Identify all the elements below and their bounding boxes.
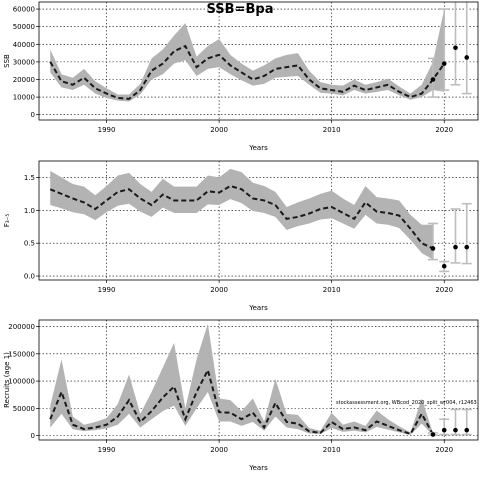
forecast-point	[441, 61, 447, 66]
x-tick-label: 2020	[435, 446, 453, 454]
panel-ssb: 1990 2000 2010 2020 0 10000 20000 30000 40000 500…	[3, 1, 479, 152]
plot-frame	[38, 160, 479, 281]
y-tick-label: 0.5	[24, 240, 35, 248]
panel-recruitment: 1990 2000 2010 2020 0 50000 100000 150000 200000…	[3, 319, 479, 472]
median-line	[49, 367, 434, 436]
y-tick-label: 100000	[8, 378, 35, 386]
x-tick-label: 2010	[323, 446, 341, 454]
forecast-point	[464, 244, 470, 250]
forecast-point	[464, 427, 470, 433]
forecast-point	[430, 77, 436, 82]
x-tick-label: 1990	[98, 126, 116, 134]
panel-fishing-mortality: 1990 2000 2010 2020 0.0 0.5 1.0 1.5 Years F₃₋₅	[3, 160, 479, 312]
x-axis-title: Years	[248, 464, 268, 472]
x-tick-label: 2020	[435, 126, 453, 134]
y-tick-label: 10000	[13, 94, 35, 102]
confidence-band	[50, 323, 433, 436]
y-tick-label: 50000	[13, 23, 35, 31]
y-tick-label: 20000	[13, 76, 35, 84]
plot-frame	[38, 1, 479, 121]
plot-frame	[38, 319, 479, 441]
x-axis-title: Years	[248, 144, 268, 152]
y-tick-label: 150000	[8, 350, 35, 358]
x-tick-label: 2020	[435, 286, 453, 294]
forecast-point	[441, 263, 447, 269]
x-tick-label: 2010	[323, 126, 341, 134]
forecast-point	[453, 244, 458, 250]
y-axis-title: F₃₋₅	[3, 214, 11, 228]
y-tick-label: 0	[31, 111, 35, 119]
y-tick-label: 200000	[8, 323, 35, 331]
confidence-band	[50, 168, 433, 260]
y-axis-title: Recruits (age 1)	[3, 352, 11, 408]
y-tick-label: 0.0	[24, 273, 35, 281]
y-tick-label: 0	[31, 432, 35, 440]
forecast-point	[464, 55, 470, 60]
x-tick-label: 2000	[210, 126, 228, 134]
figure-title: SSB=Bpa	[207, 2, 274, 17]
forecast-point	[430, 246, 436, 251]
forecast-point	[453, 427, 458, 433]
y-axis-title: SSB	[3, 54, 11, 68]
forecast-point	[430, 432, 436, 437]
median-line	[49, 44, 446, 100]
x-axis-title: Years	[248, 304, 268, 312]
y-tick-label: 50000	[13, 405, 35, 413]
x-tick-label: 1990	[98, 286, 116, 294]
y-tick-label: 1.0	[24, 207, 35, 215]
median-line	[49, 184, 434, 250]
y-tick-label: 30000	[13, 58, 35, 66]
x-tick-label: 2010	[323, 286, 341, 294]
confidence-band	[50, 9, 445, 102]
x-tick-label: 2000	[210, 446, 228, 454]
y-tick-label: 40000	[13, 41, 35, 49]
forecast-point	[441, 427, 447, 433]
x-tick-label: 2000	[210, 286, 228, 294]
forecast-point	[453, 45, 458, 51]
figure-source-note: stockassessment.org, WBcod_2020_split_wr…	[336, 400, 477, 406]
y-tick-label: 1.5	[24, 174, 35, 182]
x-tick-label: 1990	[98, 446, 116, 454]
y-tick-label: 60000	[13, 6, 35, 14]
